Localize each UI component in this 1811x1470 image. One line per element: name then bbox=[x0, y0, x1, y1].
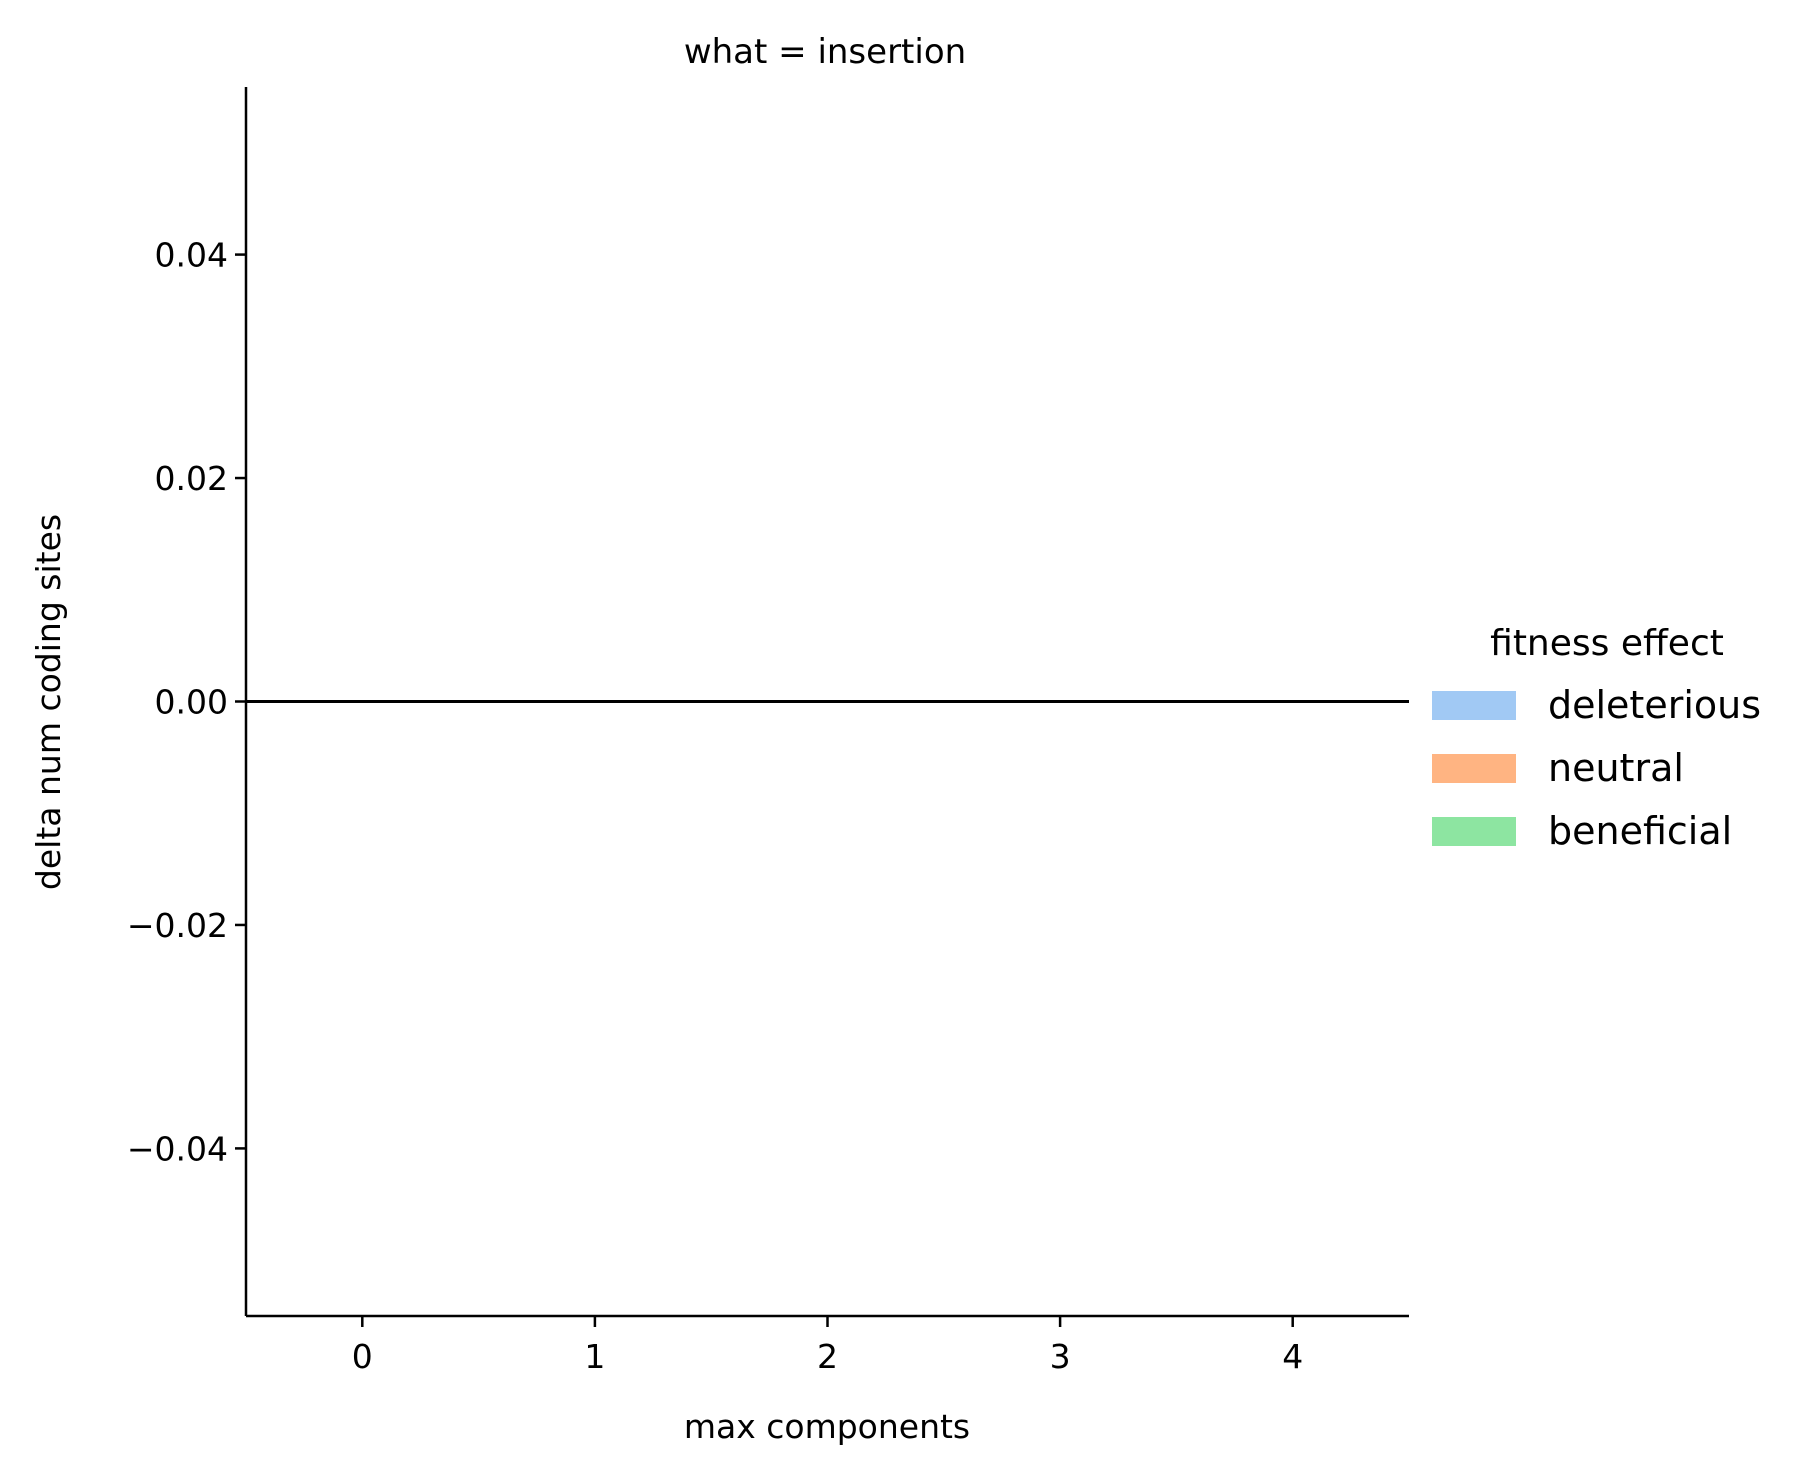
x-axis-ticks: 0 1 2 3 4 bbox=[352, 1316, 1303, 1376]
y-tick-label: 0.04 bbox=[155, 236, 228, 275]
x-tick-label: 1 bbox=[584, 1337, 605, 1376]
legend-label-deleterious: deleterious bbox=[1548, 683, 1761, 727]
y-tick-label: −0.02 bbox=[127, 906, 228, 945]
x-tick-label: 2 bbox=[817, 1337, 838, 1376]
y-axis-ticks: 0.04 0.02 0.00 −0.02 −0.04 bbox=[127, 236, 246, 1168]
legend-label-beneficial: beneficial bbox=[1548, 809, 1732, 853]
x-axis-title: max components bbox=[684, 1407, 970, 1446]
legend: fitness effect deleterious neutral benefic… bbox=[1432, 623, 1761, 853]
x-tick-label: 0 bbox=[352, 1337, 373, 1376]
y-axis-title: delta num coding sites bbox=[29, 514, 68, 890]
chart-title: what = insertion bbox=[684, 32, 966, 72]
legend-swatch-deleterious bbox=[1432, 691, 1516, 720]
legend-label-neutral: neutral bbox=[1548, 746, 1684, 790]
x-tick-label: 4 bbox=[1282, 1337, 1303, 1376]
legend-title: fitness effect bbox=[1490, 623, 1724, 664]
x-tick-label: 3 bbox=[1050, 1337, 1071, 1376]
legend-entries: deleterious neutral beneficial bbox=[1432, 683, 1761, 853]
legend-swatch-neutral bbox=[1432, 754, 1516, 783]
y-tick-label: 0.00 bbox=[155, 683, 228, 722]
y-tick-label: 0.02 bbox=[155, 459, 228, 498]
y-tick-label: −0.04 bbox=[127, 1129, 228, 1168]
legend-swatch-beneficial bbox=[1432, 817, 1516, 846]
